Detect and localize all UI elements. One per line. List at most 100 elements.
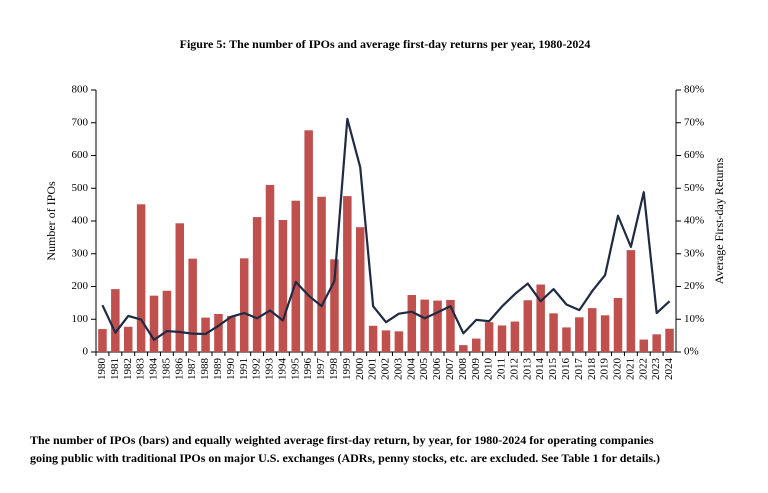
x-tick-label: 1988 [199,358,211,381]
chart-title: Figure 5: The number of IPOs and average… [180,37,591,51]
x-tick-label: 1991 [238,358,250,380]
bar [330,259,339,352]
y2-tick-label: 60% [684,149,704,161]
x-tick-label: 2015 [547,358,559,381]
x-tick-label: 2013 [521,358,533,381]
bar [510,321,520,352]
x-tick-label: 1989 [212,358,224,381]
y2-tick-label: 10% [684,313,704,325]
bar [227,315,236,352]
bar [471,338,481,352]
y2-tick-label: 50% [684,182,704,194]
bar [175,223,185,352]
bar [188,258,197,352]
x-tick-label: 2016 [560,358,572,381]
x-tick-label: 2022 [637,358,649,380]
x-tick-label: 1993 [264,358,276,381]
y-tick-label: 400 [72,215,89,227]
bar [600,315,610,352]
x-tick-label: 2008 [457,358,469,381]
bar [123,326,133,352]
bar [639,339,649,352]
y2-tick-label: 70% [684,116,704,128]
bar [613,297,623,352]
x-tick-label: 1996 [302,358,314,381]
bar [214,314,223,352]
x-tick-label: 2012 [508,358,520,380]
bar [136,204,146,352]
bar [265,184,275,352]
x-tick-label: 2023 [650,358,662,381]
x-tick-label: 1995 [289,358,301,381]
bar [497,325,507,352]
bar [407,295,417,352]
x-tick-label: 1985 [160,358,172,381]
x-tick-label: 2004 [405,358,417,381]
bar [433,300,442,352]
x-tick-label: 1986 [173,358,185,381]
x-tick-label: 2005 [418,358,430,381]
y-tick-label: 700 [72,116,89,128]
x-tick-label: 2024 [663,358,675,381]
bar [149,295,159,352]
x-tick-label: 2001 [367,358,379,380]
bar [665,328,674,352]
caption-line: The number of IPOs (bars) and equally we… [30,433,654,447]
x-tick-label: 2014 [534,358,546,381]
bar [394,331,404,352]
y2-axis-title: Average First-day Returns [712,157,726,284]
bar [317,196,326,352]
x-tick-label: 1998 [328,358,340,381]
y-tick-label: 200 [72,280,89,292]
x-tick-label: 2011 [496,358,508,380]
bar [484,322,494,352]
x-tick-label: 2020 [612,358,624,381]
x-tick-label: 2009 [470,358,482,381]
x-tick-label: 1984 [148,358,160,381]
bar [98,329,107,352]
x-tick-label: 1994 [276,358,288,381]
bar [355,227,365,352]
bar [239,258,249,352]
y-tick-label: 800 [72,84,89,96]
y-tick-label: 300 [72,247,89,259]
bar [562,327,571,352]
bar [162,290,172,352]
bar [381,330,391,352]
x-tick-label: 2006 [431,358,443,381]
bar [587,308,597,352]
x-tick-label: 2018 [586,358,598,381]
x-tick-label: 1987 [186,358,198,381]
bar [446,299,455,352]
x-tick-label: 2002 [380,358,392,380]
x-tick-label: 1982 [122,358,134,380]
y2-tick-label: 80% [684,84,704,96]
caption-line: going public with traditional IPOs on ma… [30,451,660,465]
bar [652,334,661,352]
bar [252,217,262,352]
x-tick-label: 2019 [599,358,611,381]
x-tick-label: 1992 [251,358,263,380]
y-axis-title: Number of IPOs [44,181,58,261]
bar [459,345,468,352]
y2-tick-label: 40% [684,215,704,227]
bar [549,313,558,352]
y2-tick-label: 0% [684,346,699,358]
x-tick-label: 1981 [109,358,121,380]
bar [626,250,636,352]
x-tick-label: 2003 [392,358,404,381]
x-tick-label: 1997 [315,358,327,381]
bar [368,325,378,352]
bar [343,196,352,352]
x-tick-label: 2007 [444,358,456,381]
bar [304,130,313,352]
x-tick-label: 2000 [354,358,366,381]
bar [111,289,120,352]
x-tick-label: 2010 [483,358,495,381]
y-tick-label: 500 [72,182,89,194]
bar [575,317,584,352]
bar [278,220,288,352]
bar [536,284,545,352]
x-tick-label: 2017 [573,358,585,381]
